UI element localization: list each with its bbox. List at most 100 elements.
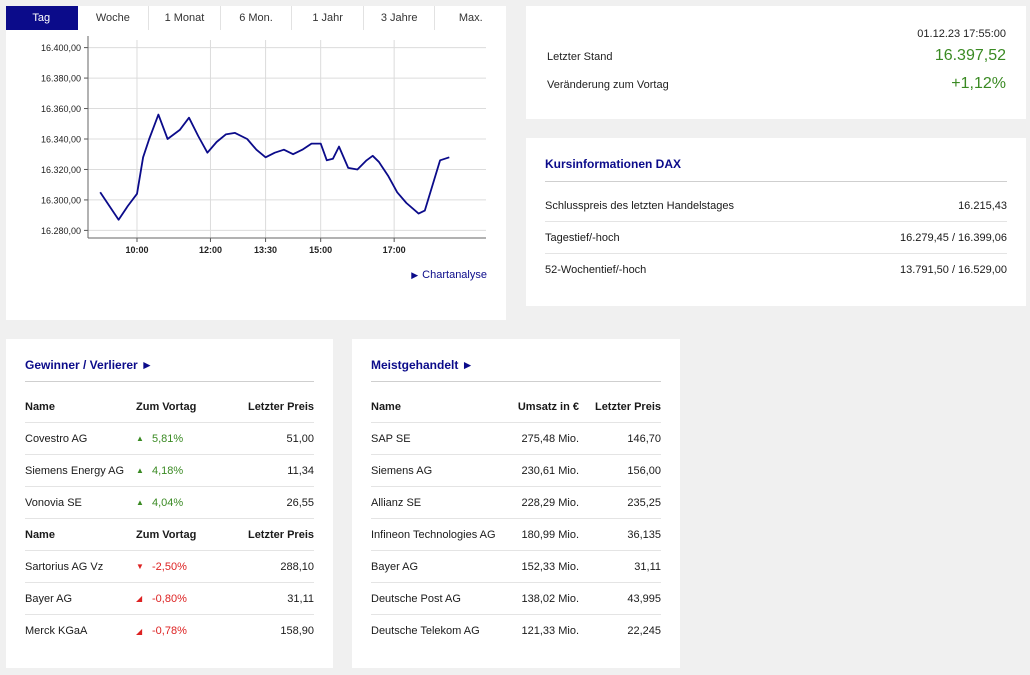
stock-change: ▼ -2,50% xyxy=(136,561,234,573)
arrow-up-icon: ▲ xyxy=(136,434,144,443)
stock-name: Allianz SE xyxy=(371,496,422,509)
stock-name: Deutsche Telekom AG xyxy=(371,625,480,637)
table-row[interactable]: Allianz SE 228,29 Mio. 235,25 xyxy=(371,487,661,519)
table-header: Name Zum Vortag Letzter Preis xyxy=(25,391,314,423)
stock-name: Deutsche Post AG xyxy=(371,592,461,605)
info-label: 52-Wochentief/-hoch xyxy=(545,264,647,276)
gainers-losers-panel: Gewinner / Verlierer ► Name Zum Vortag L… xyxy=(6,339,333,668)
info-value: 16.279,45 / 16.399,06 xyxy=(899,231,1007,244)
stock-price: 146,70 xyxy=(627,432,661,445)
x-tick-label: 15:00 xyxy=(309,245,332,255)
y-tick-label: 16.340,00 xyxy=(41,135,81,145)
chart-panel: Tag Woche 1 Monat 6 Mon. 1 Jahr 3 Jahre … xyxy=(6,6,507,320)
arrow-up-icon: ▲ xyxy=(136,498,144,507)
stock-price: 26,55 xyxy=(286,496,314,509)
stock-name: Siemens Energy AG xyxy=(25,464,125,477)
x-tick-label: 12:00 xyxy=(199,245,222,255)
chartanalyse-link[interactable]: ▶ Chartanalyse xyxy=(411,269,487,281)
y-tick-label: 16.360,00 xyxy=(41,104,81,114)
stock-price: 51,00 xyxy=(286,432,314,445)
stock-name: Bayer AG xyxy=(25,592,73,605)
stock-price: 31,11 xyxy=(634,560,661,573)
change-text: -2,50% xyxy=(152,560,187,573)
stock-name: Siemens AG xyxy=(371,464,433,477)
last-value: 16.397,52 xyxy=(934,47,1006,64)
arrow-up-icon: ▲ xyxy=(136,466,144,475)
table-row[interactable]: SAP SE 275,48 Mio. 146,70 xyxy=(371,423,661,455)
stock-price: 22,245 xyxy=(627,625,661,637)
info-row: Tagestief/-hoch 16.279,45 / 16.399,06 xyxy=(545,222,1007,254)
gainers-losers-title[interactable]: Gewinner / Verlierer ► xyxy=(25,358,153,372)
change-text: -0,78% xyxy=(152,625,187,637)
chartanalyse-label: Chartanalyse xyxy=(422,269,487,281)
most-traded-panel: Meistgehandelt ► Name Umsatz in € Letzte… xyxy=(352,339,680,668)
table-row[interactable]: Bayer AG 152,33 Mio. 31,11 xyxy=(371,551,661,583)
tab-tag[interactable]: Tag xyxy=(6,6,78,30)
change-text: 5,81% xyxy=(152,432,184,445)
period-tabs: Tag Woche 1 Monat 6 Mon. 1 Jahr 3 Jahre … xyxy=(6,6,507,30)
table-header: Name Umsatz in € Letzter Preis xyxy=(371,391,661,423)
col-name: Name xyxy=(371,400,401,413)
table-row[interactable]: Covestro AG ▲ 5,81% 51,00 xyxy=(25,423,314,455)
y-tick-label: 16.280,00 xyxy=(41,226,81,236)
stock-name: Covestro AG xyxy=(25,432,88,445)
info-title: Kursinformationen DAX xyxy=(545,157,682,171)
stock-price: 235,25 xyxy=(627,496,661,509)
table-row[interactable]: Siemens AG 230,61 Mio. 156,00 xyxy=(371,455,661,487)
tab-1-monat[interactable]: 1 Monat xyxy=(149,6,221,30)
stock-price: 158,90 xyxy=(280,625,314,637)
table-row[interactable]: Merck KGaA ◢ -0,78% 158,90 xyxy=(25,615,314,647)
tab-6-mon[interactable]: 6 Mon. xyxy=(220,6,293,30)
stock-change: ◢ -0,78% xyxy=(136,625,234,637)
arrow-down-icon: ▼ xyxy=(136,562,144,571)
change-value: +1,12% xyxy=(951,75,1006,92)
stock-price: 288,10 xyxy=(280,560,314,573)
arrow-down-right-icon: ◢ xyxy=(136,594,143,603)
divider xyxy=(545,181,1007,182)
change-text: 4,18% xyxy=(152,464,184,477)
col-name: Name xyxy=(25,528,55,541)
info-value: 13.791,50 / 16.529,00 xyxy=(899,264,1007,276)
divider xyxy=(25,381,314,382)
table-row[interactable]: Siemens Energy AG ▲ 4,18% 11,34 xyxy=(25,455,314,487)
table-row[interactable]: Sartorius AG Vz ▼ -2,50% 288,10 xyxy=(25,551,314,583)
dax-series-line xyxy=(99,113,450,221)
table-row[interactable]: Deutsche Telekom AG 121,33 Mio. 22,245 xyxy=(371,615,661,647)
quote-panel: 01.12.23 17:55:00 Letzter Stand 16.397,5… xyxy=(526,6,1026,119)
info-label: Tagestief/-hoch xyxy=(545,231,620,244)
quote-timestamp: 01.12.23 17:55:00 xyxy=(917,28,1006,40)
info-row: 52-Wochentief/-hoch 13.791,50 / 16.529,0… xyxy=(545,254,1007,286)
tab-max[interactable]: Max. xyxy=(435,6,507,30)
table-row[interactable]: Vonovia SE ▲ 4,04% 26,55 xyxy=(25,487,314,519)
col-volume: Umsatz in € xyxy=(517,400,579,413)
stock-price: 31,11 xyxy=(287,592,314,605)
table-row[interactable]: Deutsche Post AG 138,02 Mio. 43,995 xyxy=(371,583,661,615)
change-label: Veränderung zum Vortag xyxy=(547,79,669,91)
x-tick-label: 13:30 xyxy=(254,245,277,255)
stock-name: SAP SE xyxy=(371,432,411,445)
tab-3-jahre[interactable]: 3 Jahre xyxy=(363,6,436,30)
intraday-line-chart: 16.280,00 16.300,00 16.320,00 16.340,00 16.3… xyxy=(41,36,486,255)
tab-woche[interactable]: Woche xyxy=(77,6,150,30)
stock-change: ▲ 5,81% xyxy=(136,433,234,445)
col-price: Letzter Preis xyxy=(594,400,661,413)
table-row[interactable]: Infineon Technologies AG 180,99 Mio. 36,… xyxy=(371,519,661,551)
col-name: Name xyxy=(25,400,55,413)
stock-name: Bayer AG xyxy=(371,560,419,573)
x-tick-label: 10:00 xyxy=(125,245,148,255)
info-value: 16.215,43 xyxy=(958,199,1007,212)
stock-change: ◢ -0,80% xyxy=(136,593,234,605)
stock-change: ▲ 4,18% xyxy=(136,465,234,477)
play-icon: ▶ xyxy=(411,270,419,280)
table-row[interactable]: Bayer AG ◢ -0,80% 31,11 xyxy=(25,583,314,615)
stock-price: 156,00 xyxy=(627,464,661,477)
last-value-label: Letzter Stand xyxy=(547,51,613,63)
col-price: Letzter Preis xyxy=(247,400,314,413)
tab-1-jahr[interactable]: 1 Jahr xyxy=(292,6,364,30)
divider xyxy=(371,381,661,382)
kursinformationen-panel: Kursinformationen DAX Schlusspreis des l… xyxy=(526,138,1026,306)
stock-volume: 180,99 Mio. xyxy=(521,528,579,541)
info-label: Schlusspreis des letzten Handelstages xyxy=(545,199,734,212)
stock-price: 36,135 xyxy=(627,528,661,541)
most-traded-title[interactable]: Meistgehandelt ► xyxy=(371,358,474,372)
